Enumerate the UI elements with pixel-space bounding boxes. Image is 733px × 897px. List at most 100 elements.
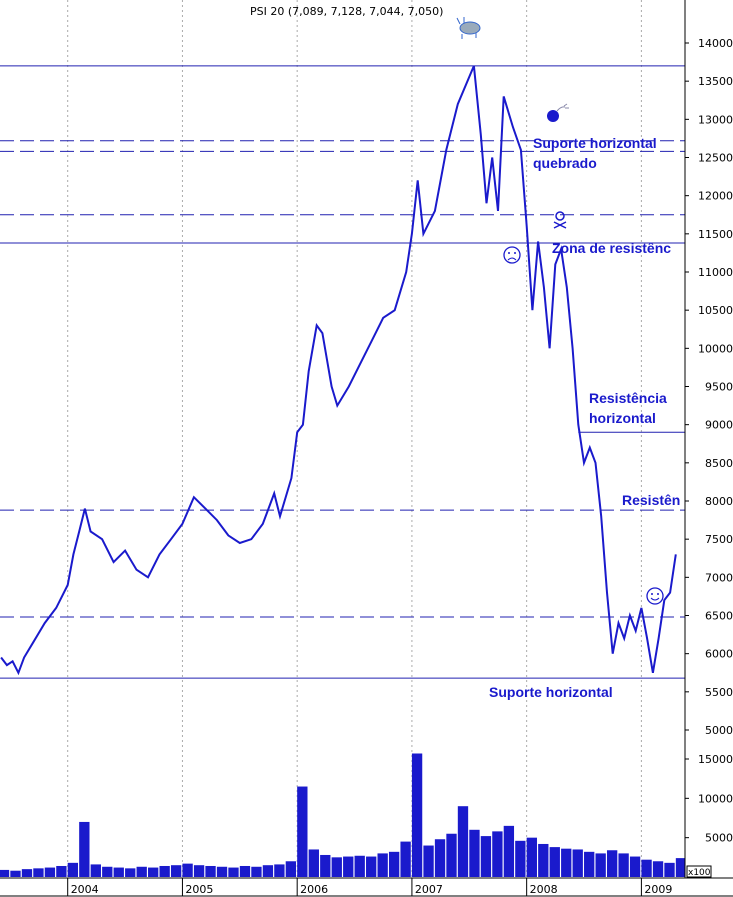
bull-icon (456, 17, 481, 39)
volume-bar (56, 865, 67, 877)
y-tick-label: 13500 (698, 75, 733, 88)
volume-bar (331, 857, 342, 877)
volume-bar (572, 849, 583, 877)
volume-bar (492, 831, 503, 877)
volume-bar (388, 851, 400, 877)
volume-bar (503, 825, 515, 877)
annotation: quebrado (533, 155, 597, 171)
price-line (0, 65, 677, 676)
y2-tick-label: 5000 (705, 832, 733, 845)
x-tick-label: 2005 (185, 883, 213, 896)
y-tick-label: 9000 (705, 419, 733, 432)
volume-bar (308, 849, 319, 877)
volume-bar (343, 856, 354, 877)
annotations: Suporte horizontal quebrado Zona de resist… (489, 135, 680, 700)
annotation: Suporte horizontal (489, 684, 613, 700)
y-tick-label: 5000 (705, 724, 733, 737)
y-tick-label: 11000 (698, 266, 733, 279)
volume-bar (469, 829, 480, 877)
volume-bar (182, 863, 193, 877)
volume-bar (480, 836, 492, 877)
volume-bar (113, 867, 124, 877)
volume-bar (67, 862, 79, 877)
frown-icon (503, 246, 521, 264)
y-tick-label: 6500 (705, 610, 733, 623)
volume-bar (125, 868, 136, 877)
y-tick-label: 10000 (698, 342, 733, 355)
volume-bar (446, 833, 457, 877)
y-tick-label: 13000 (698, 113, 733, 126)
volume-bar (457, 806, 469, 877)
x-tick-label: 2007 (415, 883, 443, 896)
volume-bar (274, 864, 285, 877)
volume-bar (297, 786, 308, 877)
annotation: Resistência (589, 390, 667, 406)
volume-bar (629, 856, 641, 877)
volume-bar (549, 847, 560, 877)
y-tick-label: 8500 (705, 457, 733, 470)
y-tick-label: 10500 (698, 304, 733, 317)
volume-bar (423, 845, 434, 877)
x-tick-label: 2004 (71, 883, 99, 896)
volume-bar (216, 866, 228, 877)
volume-bar (595, 853, 606, 877)
y-tick-label: 5500 (705, 686, 733, 699)
x-tick-label: 2009 (644, 883, 672, 896)
volume-bar (251, 866, 262, 877)
volume-bar (10, 870, 21, 877)
volume-bar (538, 843, 549, 877)
volume-bar (618, 853, 629, 877)
y-tick-label: 14000 (698, 37, 733, 50)
annotation: horizontal (589, 410, 656, 426)
y-tick-label: 9500 (705, 381, 733, 394)
volume-bar (366, 856, 377, 877)
unit-box (686, 865, 712, 878)
annotation: Resistên (622, 492, 680, 508)
volume-bar (526, 837, 537, 877)
marks (0, 65, 685, 877)
volume-bar (664, 862, 675, 877)
volume-bar (205, 865, 216, 877)
annotation: Zona de resistênc (552, 240, 671, 256)
volume-bar (136, 866, 147, 877)
y-tick-label: 7000 (705, 571, 733, 584)
volume-bar (228, 867, 239, 877)
levels (0, 65, 685, 679)
volume-bar (159, 865, 170, 877)
volume-bar (675, 858, 685, 877)
grid (67, 0, 642, 878)
y2-tick-label: 15000 (698, 753, 733, 766)
annotation: Suporte horizontal (533, 135, 657, 151)
x-tick-label: 2006 (300, 883, 328, 896)
smile-icon (646, 587, 664, 605)
y2-unit-label: x100 (688, 868, 711, 878)
volume-bar (377, 853, 388, 877)
volume-bar (354, 855, 365, 877)
volume-bar (33, 868, 44, 877)
y-tick-label: 7500 (705, 533, 733, 546)
volume-bar (320, 854, 331, 877)
volume-bar (79, 821, 90, 877)
volume-bar (170, 865, 182, 877)
skull-icon (553, 211, 567, 229)
y-tick-label: 12500 (698, 152, 733, 165)
volume-bar (239, 865, 251, 877)
y-tick-label: 8000 (705, 495, 733, 508)
volume-bar (102, 866, 113, 877)
volume-bar (561, 848, 572, 877)
y-tick-label: 12000 (698, 190, 733, 203)
x-tick-label: 2008 (530, 883, 558, 896)
volume-bar (652, 861, 664, 877)
volume-bar (148, 867, 159, 877)
y2-tick-label: 10000 (698, 792, 733, 805)
volume-bar (400, 841, 411, 877)
chart-title: PSI 20 (7,089, 7,128, 7,044, 7,050) (250, 5, 443, 18)
volume-bar (584, 851, 595, 877)
volume-bar (641, 859, 652, 877)
volume-bar (262, 865, 274, 877)
volume-bar (285, 861, 297, 877)
y-tick-label: 6000 (705, 648, 733, 661)
